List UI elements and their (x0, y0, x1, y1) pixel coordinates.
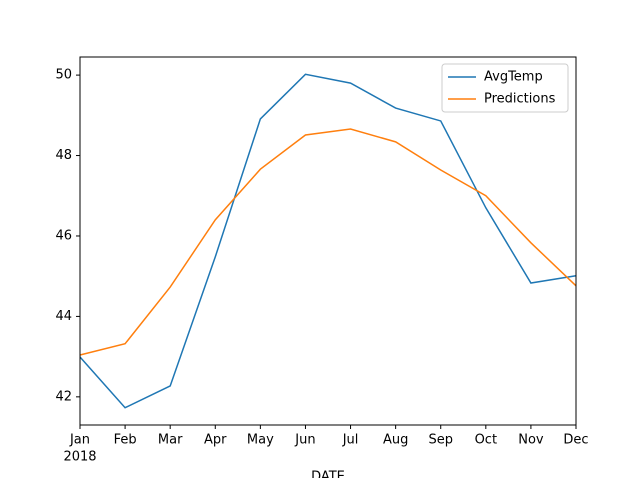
y-tick-label: 46 (55, 228, 72, 243)
legend-label: Predictions (484, 92, 556, 107)
x-tick-label: May (247, 433, 274, 448)
x-tick-label: Feb (114, 433, 137, 448)
x-tick-label: Jan (69, 433, 90, 448)
series-line (79, 73, 577, 409)
x-tick-label: Sep (428, 433, 453, 448)
x-tick-label: Mar (158, 433, 183, 448)
plot-frame (79, 56, 577, 426)
x-tick-label: Nov (518, 433, 544, 448)
y-tick-label: 42 (55, 389, 72, 404)
year-label: 2018 (63, 450, 96, 465)
x-tick-label: Dec (563, 433, 588, 448)
x-tick-label: Oct (475, 433, 497, 448)
legend-label: AvgTemp (484, 70, 543, 85)
y-tick-label: 48 (55, 148, 72, 163)
series-line (79, 128, 577, 356)
legend-box (441, 63, 569, 113)
x-tick-label: Aug (383, 433, 408, 448)
x-tick-label: Jun (294, 433, 315, 448)
y-tick-label: 44 (55, 309, 72, 324)
x-axis-label: DATE (311, 470, 345, 478)
y-tick-label: 50 (55, 68, 72, 83)
x-tick-label: Jul (342, 433, 359, 448)
x-tick-label: Apr (204, 433, 227, 448)
